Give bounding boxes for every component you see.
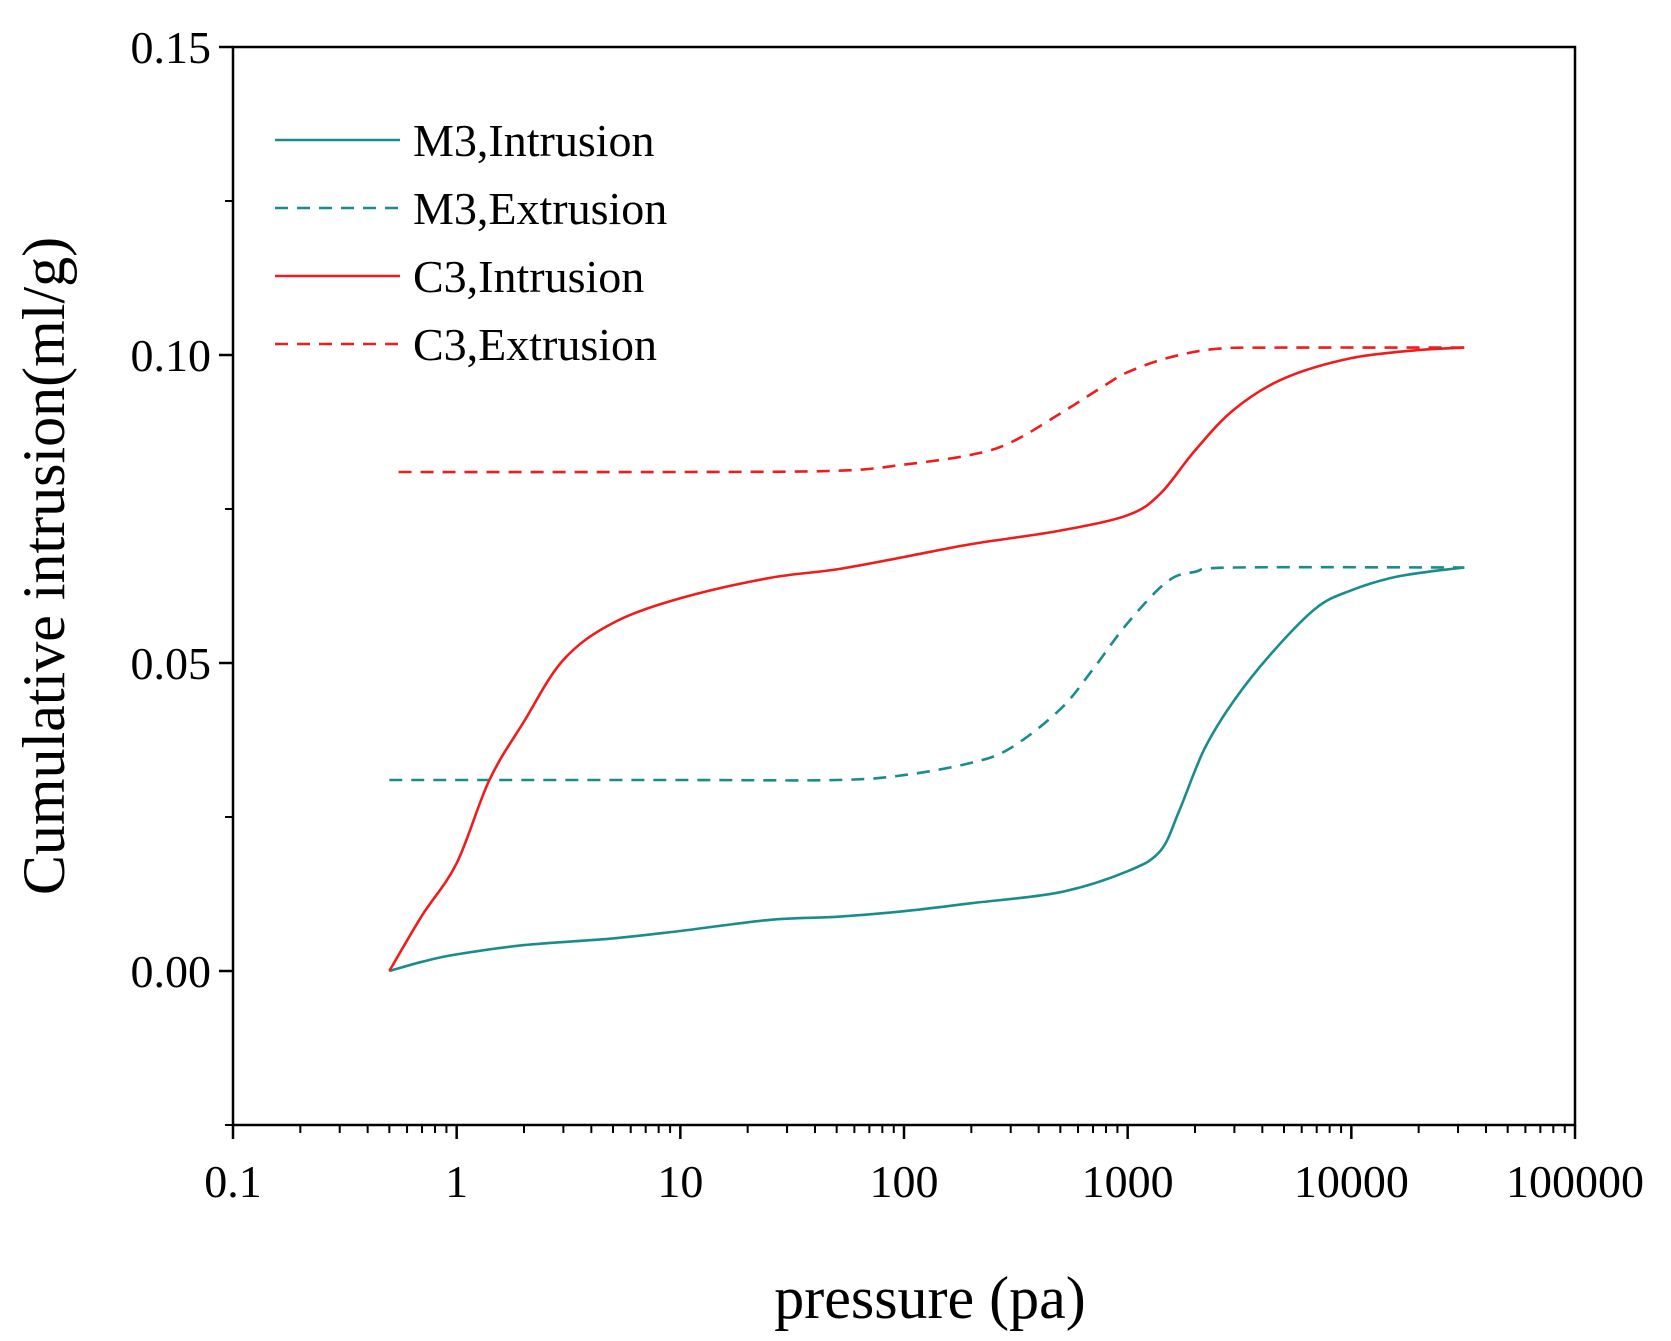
x-tick-label: 100000 [1506,1156,1644,1207]
x-axis-title: pressure (pa) [774,1265,1086,1331]
legend-label-c3-extrusion: C3,Extrusion [413,319,657,370]
y-tick-label: 0.05 [131,638,212,689]
axis-ticks: 0.1 1 10 100 1000 10000 100000 0.00 0.05 0.10 0.15 [131,22,1645,1207]
y-tick-label: 0.00 [131,946,212,997]
legend: M3,Intrusion M3,Extrusion C3,Intrusion C3,E… [275,115,667,370]
series-line-c3-extrusion [398,346,1465,474]
x-tick-label: 1000 [1082,1156,1174,1207]
y-axis-title: Cumulative intrusion(ml/g) [11,237,77,895]
series-line-m3-intrusion [388,566,1465,973]
data-series [388,346,1465,973]
series-line-m3-extrusion [389,565,1465,782]
series-line-c3-intrusion [388,346,1465,972]
x-tick-label: 10000 [1294,1156,1409,1207]
y-tick-label: 0.15 [131,22,212,73]
legend-label-c3-intrusion: C3,Intrusion [413,251,644,302]
legend-label-m3-extrusion: M3,Extrusion [413,183,667,234]
x-tick-label: 0.1 [204,1156,262,1207]
y-tick-label: 0.10 [131,330,212,381]
x-tick-label: 100 [870,1156,939,1207]
x-tick-label: 10 [657,1156,703,1207]
legend-label-m3-intrusion: M3,Intrusion [413,115,655,166]
x-tick-label: 1 [445,1156,468,1207]
